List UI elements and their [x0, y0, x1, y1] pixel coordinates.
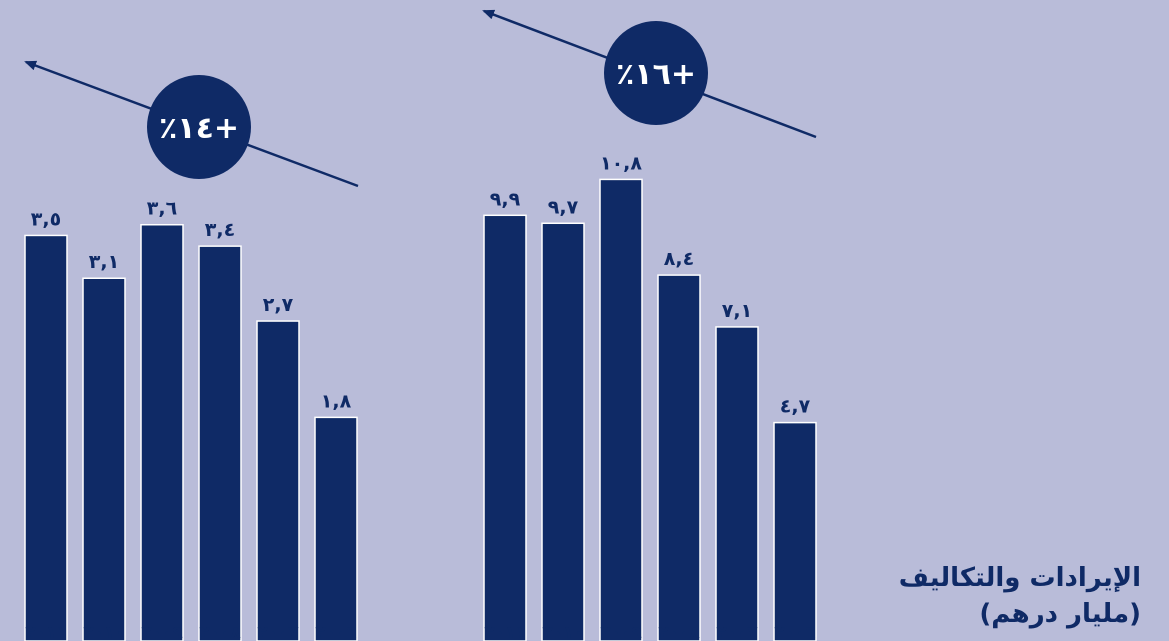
bar-1-6 [314, 416, 358, 641]
bar-2-5 [715, 326, 759, 641]
year-label-1-3: ٢٠٠٩ [141, 623, 183, 641]
value-label-1-2: ٣,١ [89, 251, 119, 273]
growth-badge-1 [147, 75, 251, 179]
bar-2-2 [541, 222, 585, 641]
value-label-1-3: ٣,٦ [147, 198, 177, 220]
year-label-1-2: ٢٠١٠ [83, 623, 125, 641]
bar-1-3 [140, 223, 184, 641]
bar-2-1 [483, 214, 527, 641]
chart-heading-unit: (مليار درهم) [979, 599, 1141, 629]
bar-2-3 [599, 178, 643, 641]
year-label-1-5: ٢٠٠٧ [257, 623, 299, 641]
year-label-2-6: ٢٠٠٦ [774, 623, 816, 641]
year-label-2-1: ٢٠١١ [484, 623, 526, 641]
bar-1-1 [24, 234, 68, 641]
year-label-2-3: ٢٠٠٩ [600, 623, 642, 641]
year-label-1-1: ٢٠١١ [25, 623, 67, 641]
bar-2-4 [657, 274, 701, 641]
value-label-2-6: ٤,٧ [780, 396, 811, 418]
value-label-1-1: ٣,٥ [31, 208, 61, 230]
value-label-1-5: ٢,٧ [263, 294, 294, 316]
growth-badge-2 [604, 21, 708, 125]
value-label-2-5: ٧,١ [722, 300, 752, 322]
value-label-2-3: ١٠,٨ [600, 152, 642, 174]
year-label-2-5: ٢٠٠٧ [716, 623, 758, 641]
bar-1-4 [198, 245, 242, 641]
chart-heading-title: الإيرادات والتكاليف [898, 563, 1141, 593]
bar-2-6 [773, 421, 817, 641]
bar-1-5 [256, 320, 300, 641]
value-label-1-4: ٣,٤ [205, 219, 235, 241]
value-label-1-6: ١,٨ [321, 390, 352, 412]
year-label-2-2: ٢٠١٠ [542, 623, 584, 641]
value-label-2-4: ٨,٤ [664, 248, 694, 270]
bar-1-2 [82, 277, 126, 641]
chart-heading: الإيرادات والتكاليف (مليار درهم) [899, 560, 1141, 632]
value-label-2-2: ٩,٧ [548, 196, 579, 218]
year-label-1-4: ٢٠٠٨ [199, 623, 241, 641]
growth-badge-label-2: ٪١٦+ [616, 57, 696, 92]
value-label-2-1: ٩,٩ [490, 188, 521, 210]
year-label-1-6: ٢٠٠٦ [315, 623, 357, 641]
growth-badge-label-1: ٪١٤+ [159, 111, 239, 146]
year-label-2-4: ٢٠٠٨ [658, 623, 700, 641]
